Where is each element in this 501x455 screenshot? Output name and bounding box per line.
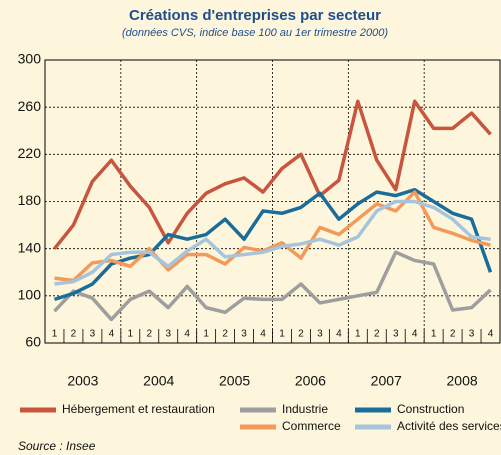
source: Source : Insee bbox=[18, 439, 96, 453]
x-tick-label: 1 bbox=[52, 329, 58, 340]
x-tick-label: 4 bbox=[488, 329, 494, 340]
y-tick-label: 300 bbox=[18, 51, 42, 67]
year-label: 2006 bbox=[295, 373, 326, 389]
x-tick-label: 2 bbox=[222, 329, 228, 340]
x-tick-label: 3 bbox=[165, 329, 171, 340]
x-tick-label: 2 bbox=[71, 329, 77, 340]
x-tick-label: 3 bbox=[90, 329, 96, 340]
year-label: 2005 bbox=[219, 373, 250, 389]
series-line bbox=[54, 190, 491, 283]
x-tick-label: 4 bbox=[412, 329, 418, 340]
year-label: 2003 bbox=[67, 373, 98, 389]
legend-label: Construction bbox=[397, 402, 464, 416]
x-tick-label: 1 bbox=[128, 329, 134, 340]
x-tick-label: 3 bbox=[241, 329, 247, 340]
y-tick-label: 100 bbox=[18, 287, 42, 303]
y-tick-label: 60 bbox=[25, 334, 41, 350]
legend-label: Hébergement et restauration bbox=[62, 402, 215, 416]
x-tick-label: 2 bbox=[146, 329, 152, 340]
x-tick-label: 4 bbox=[336, 329, 342, 340]
y-tick-label: 260 bbox=[18, 98, 42, 114]
y-tick-label: 140 bbox=[18, 239, 42, 255]
series-line bbox=[54, 199, 491, 286]
x-tick-label: 3 bbox=[469, 329, 475, 340]
x-tick-label: 1 bbox=[203, 329, 209, 340]
x-tick-label: 3 bbox=[317, 329, 323, 340]
x-tick-label: 2 bbox=[374, 329, 380, 340]
year-label: 2004 bbox=[143, 373, 174, 389]
series-line bbox=[53, 99, 492, 250]
x-tick-label: 4 bbox=[260, 329, 266, 340]
x-tick-label: 2 bbox=[450, 329, 456, 340]
year-label: 2008 bbox=[447, 373, 478, 389]
y-tick-label: 180 bbox=[18, 192, 42, 208]
x-tick-label: 3 bbox=[393, 329, 399, 340]
x-tick-label: 2 bbox=[298, 329, 304, 340]
legend-label: Activité des services bbox=[397, 419, 501, 433]
x-tick-label: 1 bbox=[431, 329, 437, 340]
legend-label: Industrie bbox=[282, 402, 328, 416]
x-tick-label: 4 bbox=[109, 329, 115, 340]
series-line bbox=[53, 187, 493, 302]
legend-label: Commerce bbox=[282, 419, 341, 433]
x-tick-label: 1 bbox=[355, 329, 361, 340]
x-tick-label: 4 bbox=[184, 329, 190, 340]
x-tick-label: 1 bbox=[279, 329, 285, 340]
chart-title: Créations d'entreprises par secteur bbox=[129, 7, 381, 24]
year-label: 2007 bbox=[371, 373, 402, 389]
chart-subtitle: (données CVS, indice base 100 au 1er tri… bbox=[122, 27, 388, 39]
y-tick-label: 220 bbox=[18, 145, 42, 161]
series-line bbox=[53, 250, 492, 322]
